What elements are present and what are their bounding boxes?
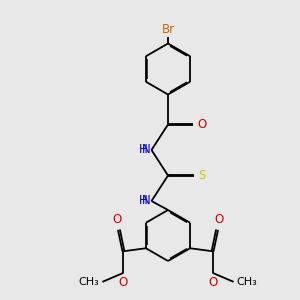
Text: O: O: [119, 276, 128, 290]
Text: O: O: [113, 213, 122, 226]
Text: N: N: [142, 143, 151, 157]
Text: O: O: [214, 213, 223, 226]
Text: O: O: [208, 276, 217, 290]
Text: H: H: [139, 194, 148, 208]
Text: Br: Br: [161, 23, 175, 36]
Text: CH₃: CH₃: [79, 277, 99, 287]
Text: S: S: [198, 169, 206, 182]
Text: H: H: [139, 143, 148, 157]
Text: O: O: [197, 118, 206, 131]
Text: N: N: [142, 194, 151, 208]
Text: CH₃: CH₃: [237, 277, 257, 287]
